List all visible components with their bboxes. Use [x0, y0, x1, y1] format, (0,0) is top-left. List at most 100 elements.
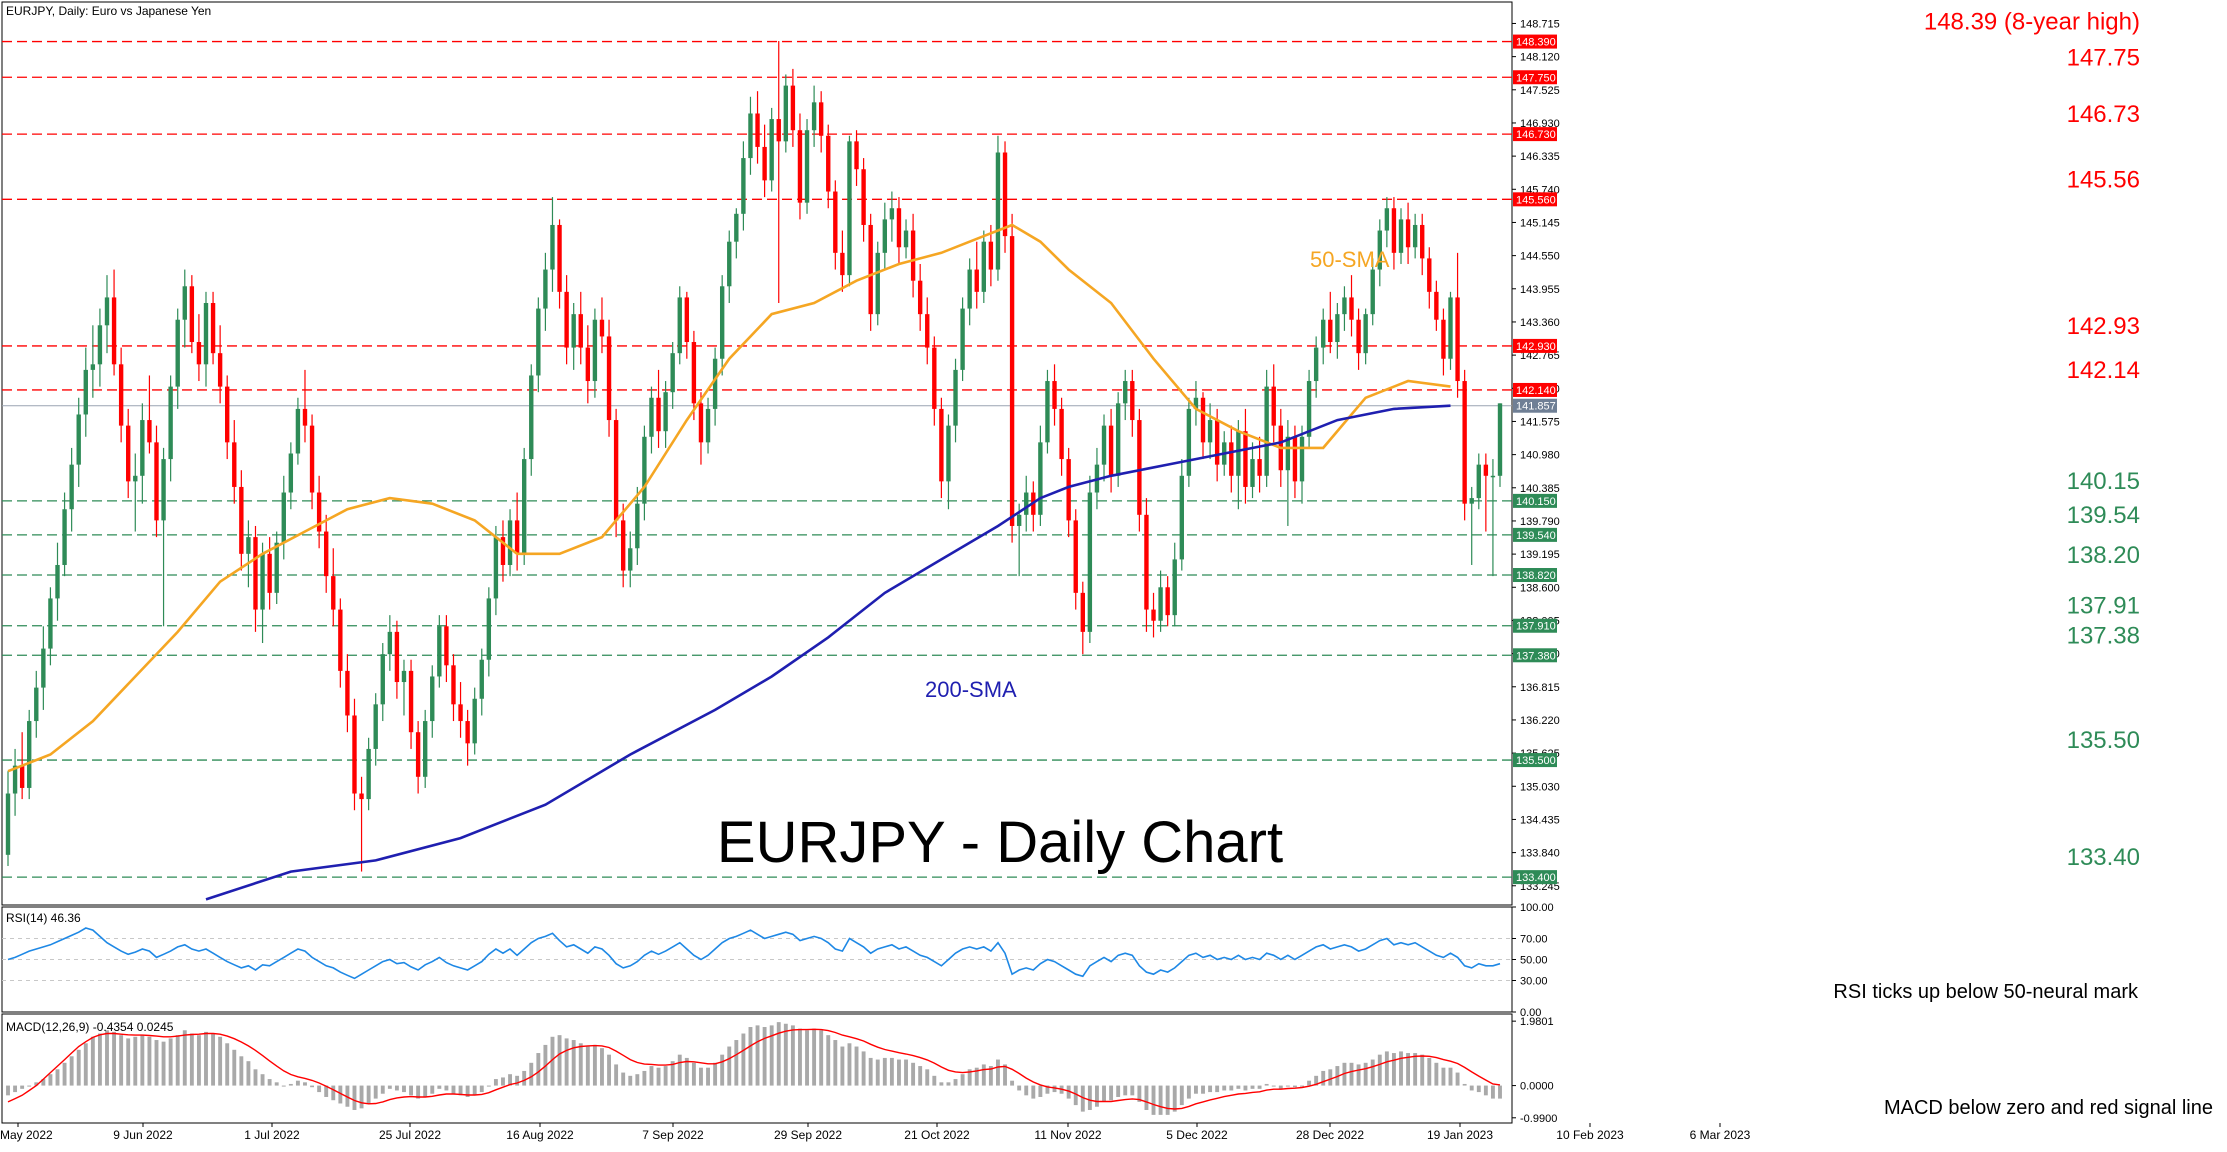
price-tick-label: 133.840 — [1520, 848, 1560, 860]
macd-histogram-bar — [1017, 1085, 1022, 1091]
candle-body — [804, 130, 810, 203]
macd-histogram-bar — [840, 1046, 845, 1086]
candle-body — [1469, 498, 1474, 504]
level-price-tag — [1513, 753, 1557, 768]
macd-histogram-bar — [126, 1038, 131, 1086]
macd-histogram-bar — [996, 1059, 1000, 1086]
candle-body — [953, 369, 958, 426]
macd-histogram-bar — [1010, 1080, 1015, 1086]
candle — [472, 687, 477, 755]
candle-body — [1420, 224, 1425, 259]
price-tick-label: 143.360 — [1520, 317, 1560, 329]
macd-histogram-bar — [1420, 1054, 1425, 1086]
level-price-tag-label: 140.150 — [1516, 496, 1556, 508]
candle — [988, 224, 994, 287]
price-axis: 148.715148.120147.525146.930146.335145.7… — [1512, 18, 1560, 893]
level-price-tag — [1513, 568, 1557, 583]
price-tick-label: 148.715 — [1520, 18, 1560, 30]
macd-histogram-bar — [1045, 1085, 1050, 1094]
candle — [493, 525, 499, 616]
macd-histogram-bar — [1208, 1085, 1213, 1093]
candle — [748, 96, 753, 175]
candle — [1321, 308, 1326, 365]
time-tick-label: 5 Dec 2022 — [1166, 1128, 1228, 1142]
candle-body — [571, 314, 576, 348]
candle — [1335, 303, 1340, 359]
candle-body — [1123, 381, 1128, 404]
macd-histogram-bar — [1356, 1064, 1361, 1086]
time-tick-label: 11 Nov 2022 — [1034, 1128, 1101, 1142]
candle — [995, 135, 1001, 281]
macd-histogram-bar — [380, 1085, 385, 1094]
candle-body — [917, 280, 923, 315]
macd-histogram-bar — [529, 1062, 534, 1086]
candle — [147, 375, 152, 454]
sma50-line — [7, 223, 1451, 773]
level-label: 148.39 (8-year high) — [1924, 9, 2140, 36]
candle-body — [1490, 475, 1496, 478]
candle-body — [932, 347, 937, 409]
macd-histogram-bar — [805, 1030, 809, 1086]
time-tick-label: 25 Jul 2022 — [379, 1128, 441, 1142]
candle — [133, 453, 138, 532]
candle-body — [1398, 219, 1404, 253]
candle — [910, 213, 916, 298]
candle — [896, 197, 902, 264]
candle-body — [1172, 559, 1177, 616]
candle-body — [663, 392, 668, 432]
candle — [599, 297, 605, 354]
candle-body — [599, 319, 605, 337]
level-price-tag-label: 145.560 — [1516, 194, 1556, 206]
candle-body — [1151, 609, 1156, 621]
sma50-label: 50-SMA — [1310, 247, 1390, 272]
candle — [331, 548, 336, 627]
macd-histogram-bar — [904, 1059, 908, 1086]
candle-body — [776, 119, 781, 142]
macd-histogram-bar — [1024, 1085, 1029, 1096]
macd-histogram-bar — [1490, 1085, 1495, 1099]
candle-body — [536, 308, 541, 376]
macd-histogram-bar — [1250, 1085, 1255, 1089]
macd-histogram-bar — [1307, 1080, 1312, 1086]
candle-body — [1313, 347, 1319, 382]
candle — [104, 275, 110, 354]
candle — [1384, 197, 1390, 248]
macd-histogram-bar — [536, 1053, 541, 1086]
candle-body — [925, 314, 930, 348]
candle — [1250, 442, 1255, 499]
candle — [83, 347, 88, 437]
candle — [769, 107, 774, 192]
candle-body — [1229, 442, 1234, 476]
macd-histogram-bar — [1109, 1085, 1114, 1101]
macd-histogram-bar — [1116, 1085, 1121, 1097]
candle — [140, 403, 145, 504]
time-tick-label: 9 Jun 2022 — [113, 1128, 173, 1142]
macd-pane-frame — [1, 1013, 1513, 1124]
candle — [380, 643, 385, 722]
candle-body — [960, 308, 965, 370]
candle-body — [1130, 381, 1135, 421]
candle — [97, 308, 103, 387]
candle — [663, 381, 668, 448]
candle-body — [41, 648, 46, 688]
price-tick-label: 136.220 — [1520, 715, 1560, 727]
candle — [854, 130, 859, 186]
candle — [1193, 381, 1199, 426]
macd-histogram-bar — [472, 1085, 477, 1096]
candle — [239, 470, 244, 571]
candle — [1009, 213, 1015, 543]
macd-histogram-bar — [847, 1043, 852, 1086]
macd-histogram-bar — [656, 1067, 661, 1086]
candle-body — [500, 537, 506, 565]
candle-body — [1497, 403, 1503, 476]
candle-body — [981, 241, 987, 292]
level-price-tag — [1513, 382, 1557, 397]
candle-body — [1080, 592, 1085, 632]
macd-histogram-bar — [592, 1044, 597, 1086]
candle-body — [1356, 319, 1361, 354]
macd-histogram-bar — [1031, 1085, 1036, 1099]
candle — [1377, 219, 1382, 287]
macd-histogram-bar — [493, 1079, 498, 1086]
candle-body — [182, 286, 187, 320]
macd-histogram-bar — [953, 1079, 958, 1086]
